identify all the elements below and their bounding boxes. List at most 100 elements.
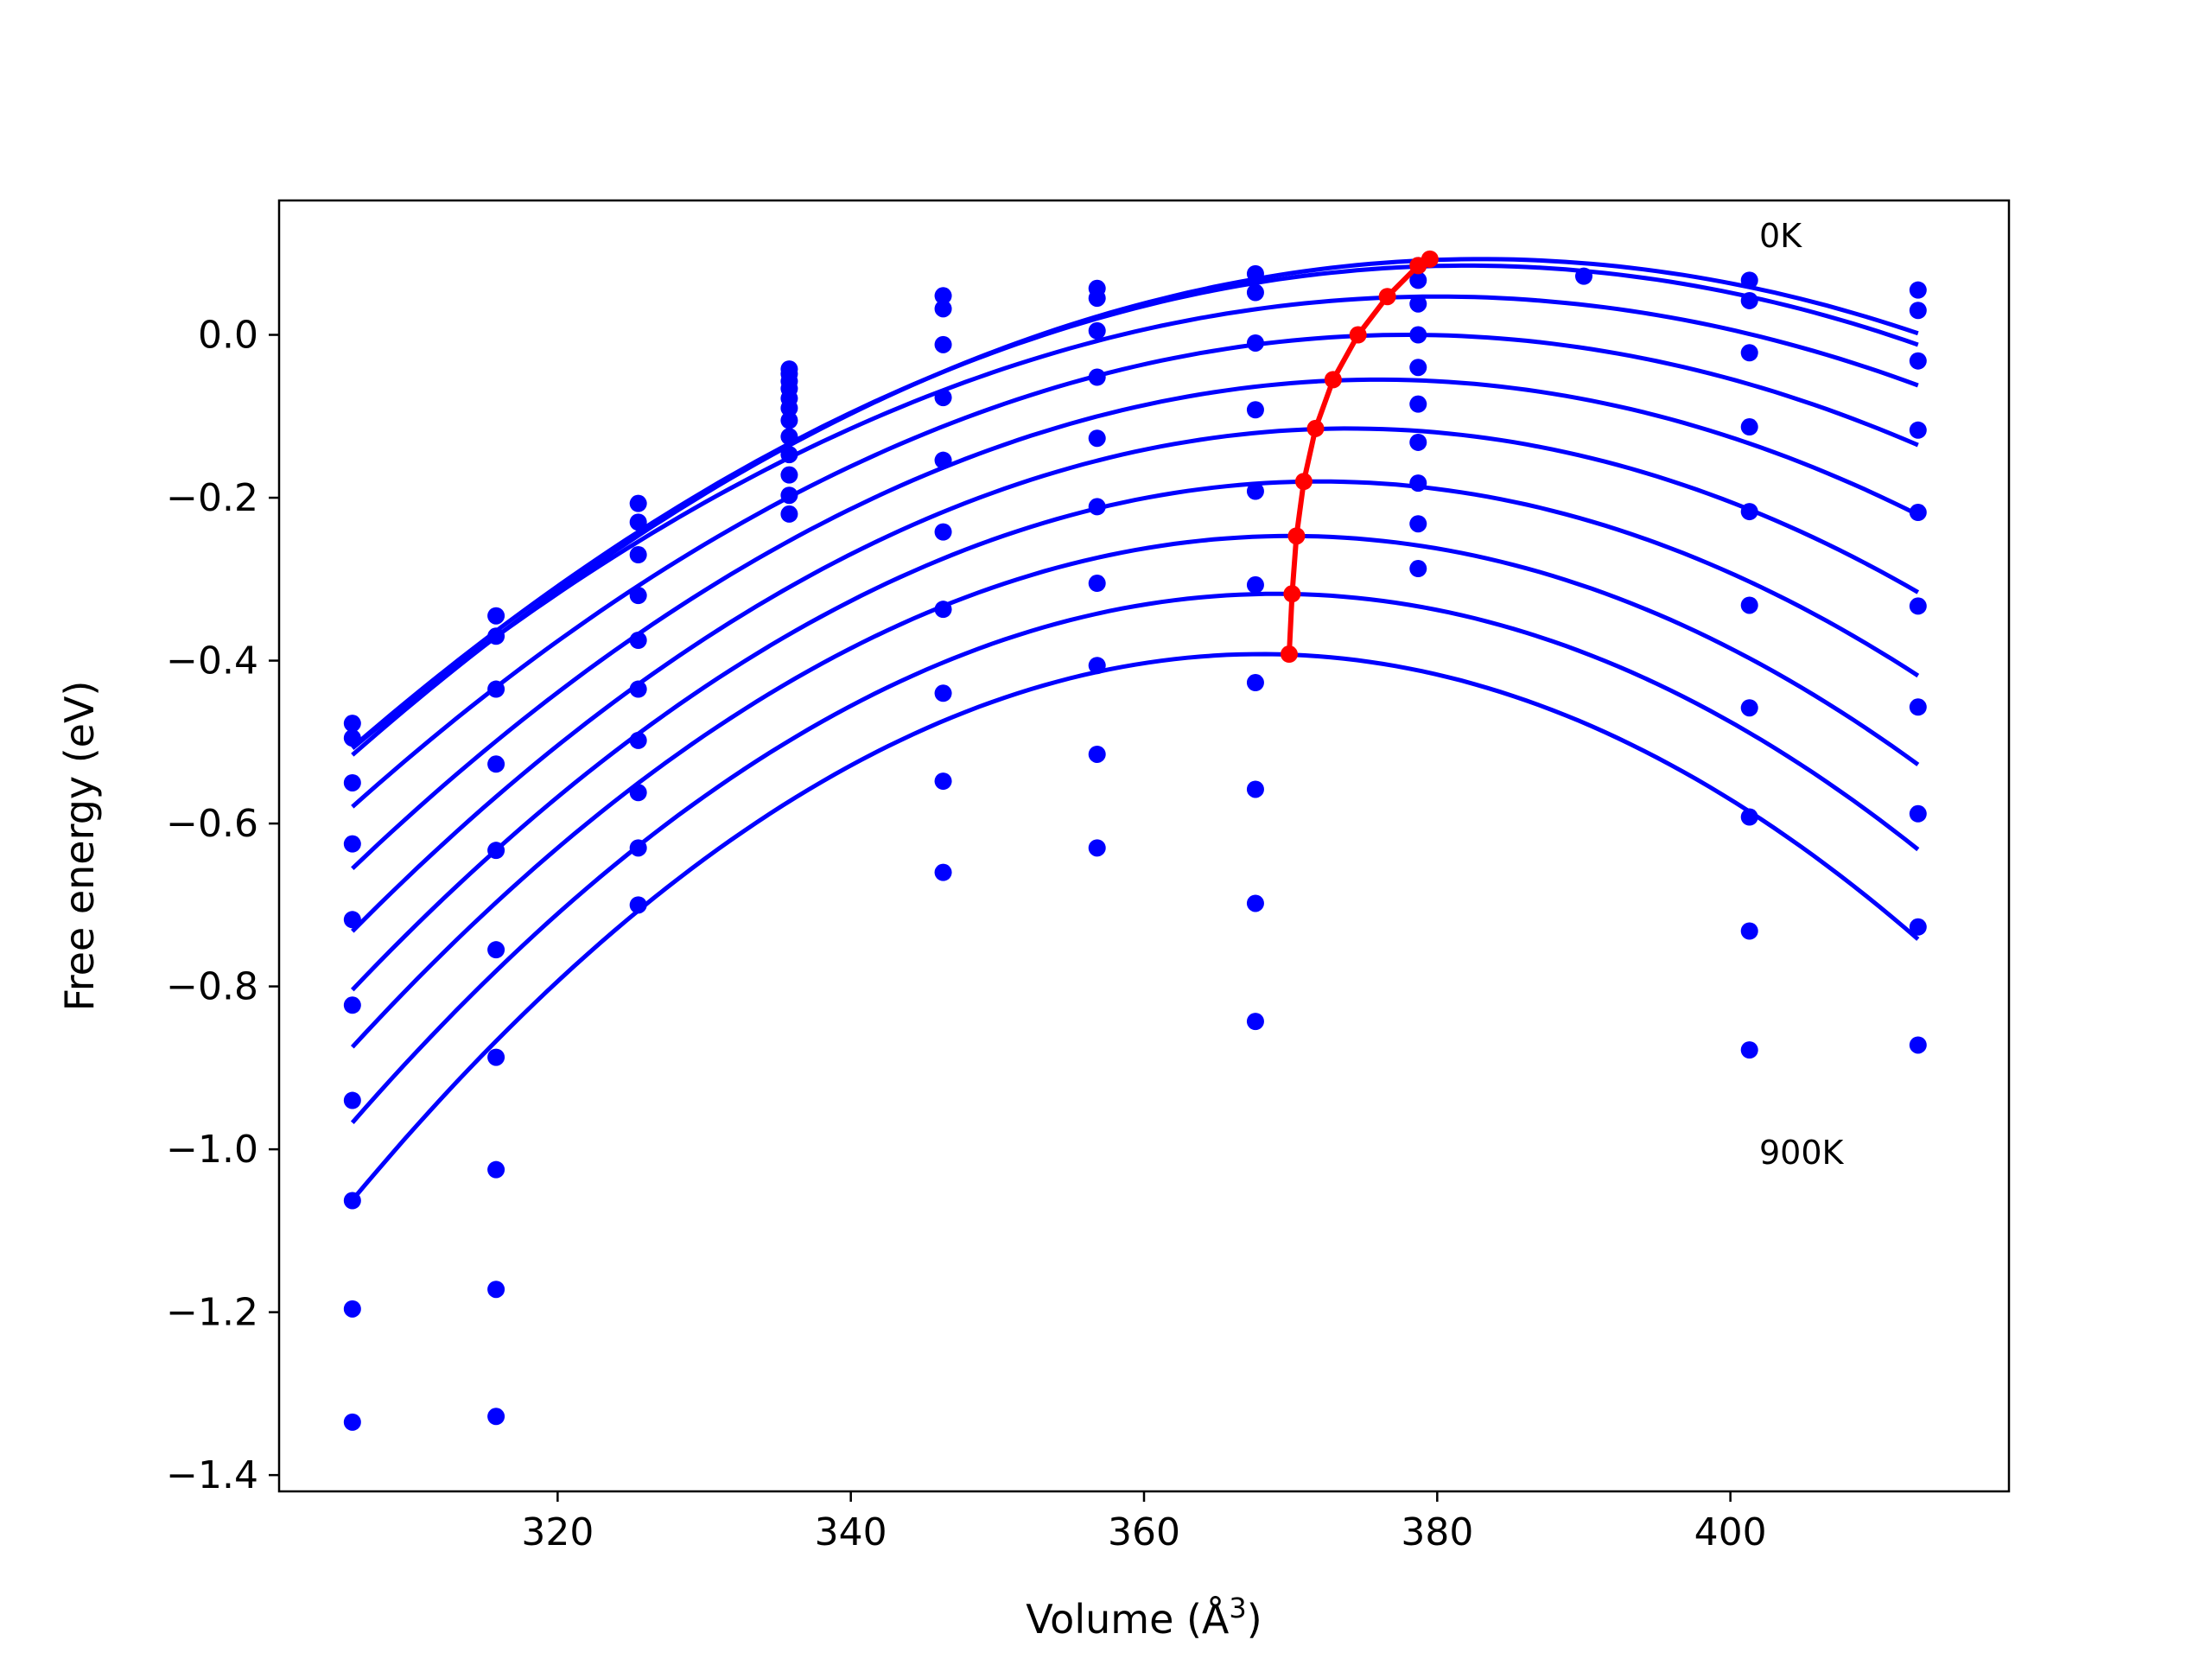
data-point [1740, 596, 1758, 614]
data-point [780, 466, 798, 484]
data-point [1409, 395, 1427, 413]
minimum-path-point [1294, 473, 1313, 491]
minimum-path-point [1306, 419, 1325, 437]
data-point [1246, 482, 1264, 500]
fit-curve-4 [351, 332, 1919, 809]
data-point [1088, 745, 1106, 763]
minimum-path-point [1324, 371, 1342, 389]
fit-curve-7 [350, 479, 1920, 992]
data-point [1740, 699, 1758, 717]
data-point [1909, 504, 1927, 522]
minimum-path-point [1409, 257, 1427, 275]
data-point [487, 607, 505, 625]
data-point [487, 1160, 505, 1179]
y-axis-ticks: 0.0 −0.2 −0.4 −0.6 −0.8 −1.0 −1.2 −1.4 [166, 314, 279, 1497]
data-point [934, 300, 952, 318]
data-point [343, 1413, 361, 1431]
data-point [1409, 295, 1427, 313]
data-point [1088, 368, 1106, 386]
data-point [1409, 515, 1427, 533]
data-point [1246, 575, 1264, 594]
y-tick-label: −0.4 [166, 639, 258, 683]
data-point [487, 755, 505, 773]
data-points [343, 257, 1927, 1431]
data-point [1909, 597, 1927, 615]
data-point [1909, 281, 1927, 299]
y-tick-label: −1.4 [166, 1453, 258, 1497]
data-point [934, 684, 952, 702]
data-point [934, 523, 952, 541]
data-point [1909, 421, 1927, 439]
data-point [1740, 418, 1758, 436]
data-point [934, 335, 952, 353]
data-point [629, 587, 647, 605]
data-point [934, 863, 952, 881]
data-point [1740, 922, 1758, 940]
data-point [1088, 429, 1106, 448]
y-tick-label: −0.6 [166, 802, 258, 846]
data-point [343, 1192, 361, 1210]
fit-curves [350, 257, 1920, 1202]
data-point [629, 896, 647, 914]
data-point [934, 451, 952, 469]
data-point [780, 486, 798, 505]
data-point [1909, 352, 1927, 370]
fit-curve-2 [351, 263, 1919, 749]
data-point [487, 627, 505, 645]
data-point [1088, 575, 1106, 593]
x-tick-label: 380 [1401, 1510, 1473, 1554]
data-point [1409, 560, 1427, 578]
data-point [343, 1300, 361, 1318]
y-tick-label: −1.0 [166, 1128, 258, 1172]
data-point [934, 772, 952, 791]
data-point [1246, 894, 1264, 912]
data-point [1909, 698, 1927, 716]
data-point [487, 680, 505, 698]
minimum-path-point [1349, 326, 1367, 344]
x-axis-ticks: 320 340 360 380 400 [521, 1491, 1767, 1554]
y-tick-label: −0.8 [166, 965, 258, 1009]
y-tick-label: −0.2 [166, 476, 258, 520]
data-point [343, 996, 361, 1014]
data-point [780, 411, 798, 429]
data-point [629, 839, 647, 857]
data-point [1246, 780, 1264, 798]
data-point [934, 601, 952, 619]
annotation-900k: 900K [1759, 1134, 1845, 1172]
data-point [1409, 433, 1427, 451]
minimum-path-point [1283, 585, 1301, 603]
data-point [780, 505, 798, 523]
data-point [487, 842, 505, 860]
x-tick-label: 400 [1694, 1510, 1767, 1554]
data-point [1246, 334, 1264, 352]
data-point [1740, 291, 1758, 309]
data-point [629, 631, 647, 649]
data-point [1088, 321, 1106, 340]
data-point [629, 784, 647, 802]
data-point [1088, 498, 1106, 516]
data-point [1088, 839, 1106, 857]
data-point [629, 546, 647, 564]
data-point [1088, 289, 1106, 308]
data-point [780, 428, 798, 446]
fit-curve-9 [350, 591, 1920, 1124]
fit-curve-1 [351, 257, 1919, 757]
data-point [1574, 267, 1592, 285]
data-point [487, 1281, 505, 1299]
data-point [343, 773, 361, 791]
data-point [1409, 474, 1427, 493]
data-point [343, 1091, 361, 1109]
data-point [1909, 804, 1927, 823]
data-point [343, 729, 361, 747]
data-point [934, 389, 952, 407]
fit-curve-10 [350, 652, 1920, 1202]
data-point [487, 1408, 505, 1426]
data-point [1088, 657, 1106, 675]
data-point [343, 835, 361, 853]
data-point [487, 1048, 505, 1066]
y-axis-label: Free energy (eV) [56, 681, 103, 1012]
data-point [1740, 1041, 1758, 1059]
data-point [1246, 264, 1264, 283]
